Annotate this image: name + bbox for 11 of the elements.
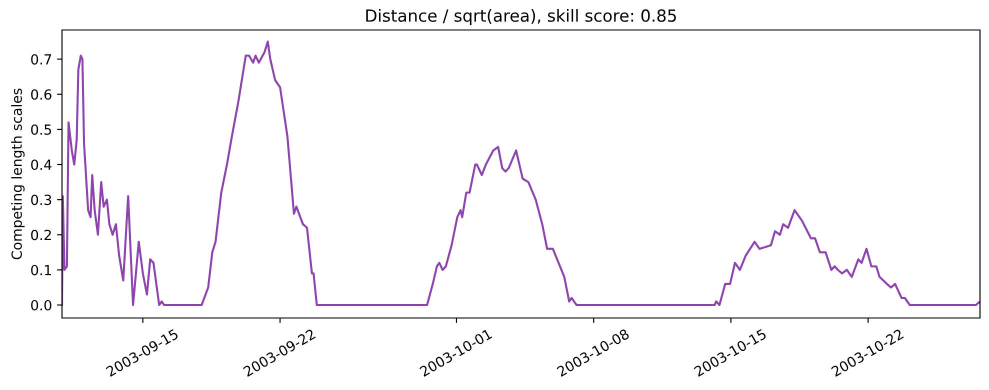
line-series (62, 40, 980, 306)
y-tick-label: 0.3 (31, 194, 52, 206)
y-tick-label: 0.0 (31, 300, 52, 310)
y-tick-label: 0.2 (31, 230, 51, 240)
y-tick-label: 0.4 (31, 159, 52, 170)
y-tick-label: 0.7 (31, 54, 52, 65)
y-axis-title: Competing length scales (11, 88, 25, 260)
y-tick-label: 0.6 (31, 89, 52, 100)
chart-title: Distance / sqrt(area), skill score: 0.85 (366, 9, 676, 26)
y-tick-label: 0.1 (31, 264, 51, 276)
y-tick-label: 0.5 (31, 124, 52, 135)
